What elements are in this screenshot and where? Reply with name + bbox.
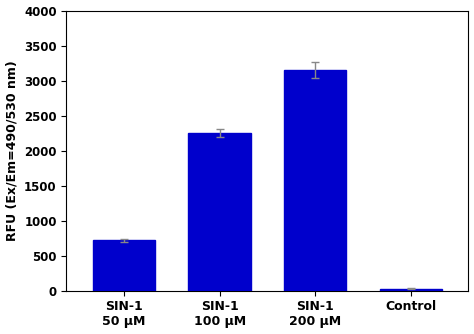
Bar [284, 70, 346, 291]
Bar [189, 133, 251, 291]
Y-axis label: RFU (Ex/Em=490/530 nm): RFU (Ex/Em=490/530 nm) [6, 60, 18, 241]
Bar [93, 240, 155, 291]
Bar [380, 289, 442, 291]
